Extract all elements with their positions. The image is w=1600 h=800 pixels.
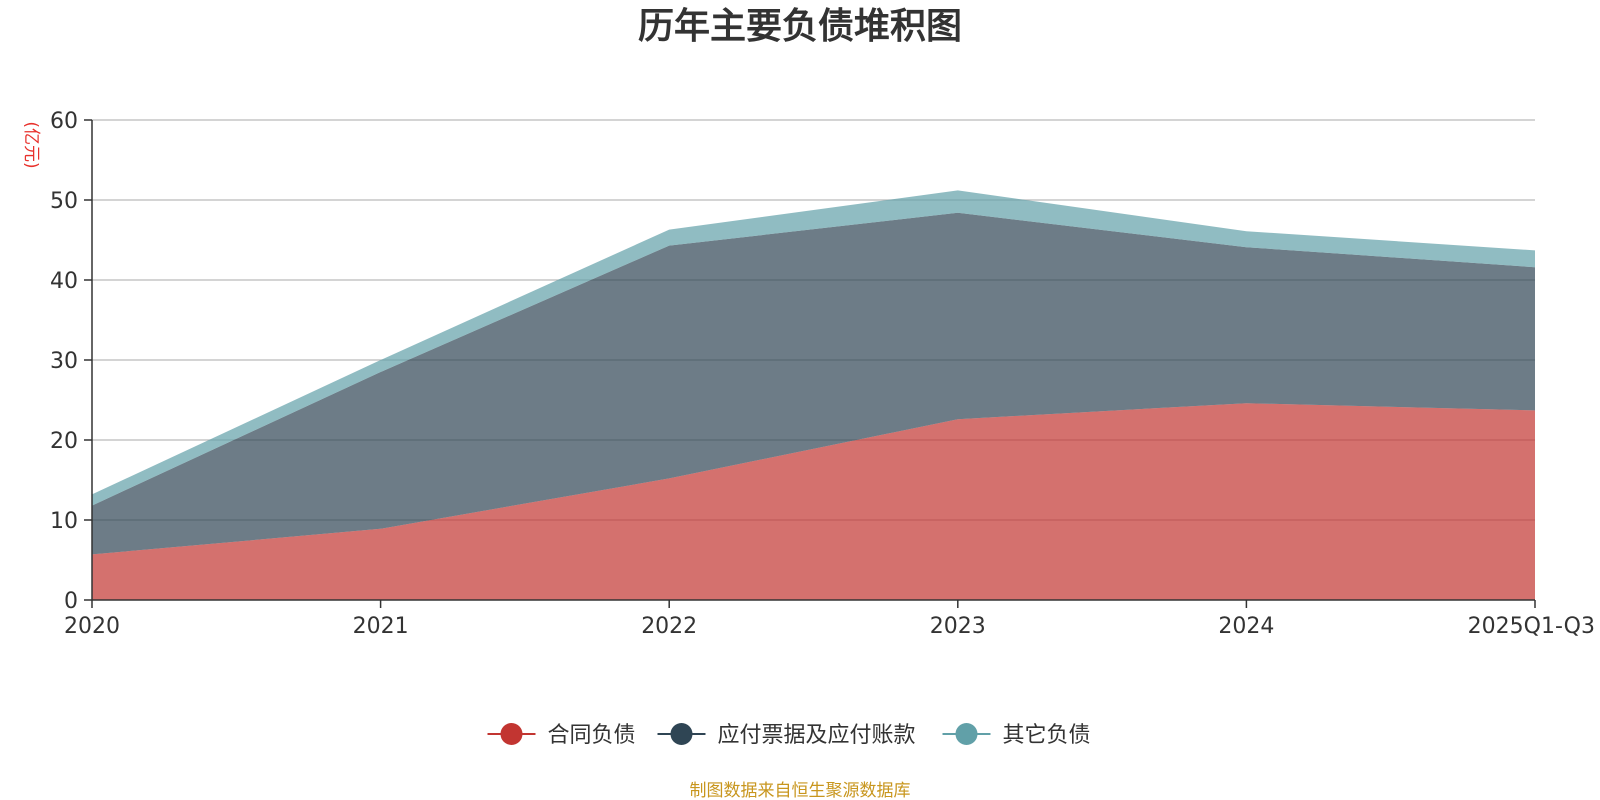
x-tick-label-2: 2022 xyxy=(641,614,697,639)
legend-marker-2 xyxy=(955,723,978,745)
y-tick-label-30: 30 xyxy=(50,349,78,374)
legend-item-0: 合同负债 xyxy=(487,723,636,748)
x-tick-label-5: 2025Q1-Q3 xyxy=(1468,614,1595,639)
x-tick-label-3: 2023 xyxy=(930,614,986,639)
x-tick-label-4: 2024 xyxy=(1218,614,1274,639)
legend-marker-1 xyxy=(670,723,693,745)
y-tick-labels: 0 10 20 30 40 50 60 xyxy=(50,109,92,614)
legend-item-2: 其它负债 xyxy=(942,723,1091,748)
y-tick-label-40: 40 xyxy=(50,269,78,294)
legend-label-2: 其它负债 xyxy=(1003,723,1091,748)
y-tick-label-60: 60 xyxy=(50,109,78,134)
legend-label-0: 合同负债 xyxy=(548,723,636,748)
legend-item-1: 应付票据及应付账款 xyxy=(657,723,916,748)
chart-title: 历年主要负债堆积图 xyxy=(638,6,962,47)
x-tick-labels: 2020 2021 2022 2023 2024 2025Q1-Q3 xyxy=(64,600,1595,639)
y-tick-label-20: 20 xyxy=(50,429,78,454)
y-tick-label-0: 0 xyxy=(64,589,78,614)
y-tick-label-10: 10 xyxy=(50,509,78,534)
area-series xyxy=(92,190,1535,600)
area-series-1 xyxy=(92,212,1535,555)
y-axis-unit: (亿元) xyxy=(21,121,41,168)
y-tick-label-50: 50 xyxy=(50,189,78,214)
x-tick-label-0: 2020 xyxy=(64,614,120,639)
area-series-0 xyxy=(92,403,1535,600)
data-source-note: 制图数据来自恒生聚源数据库 xyxy=(690,781,911,800)
legend-label-1: 应付票据及应付账款 xyxy=(718,723,916,748)
x-tick-label-1: 2021 xyxy=(353,614,409,639)
legend-marker-0 xyxy=(500,723,523,745)
legend: 合同负债 应付票据及应付账款 其它负债 xyxy=(487,723,1091,748)
